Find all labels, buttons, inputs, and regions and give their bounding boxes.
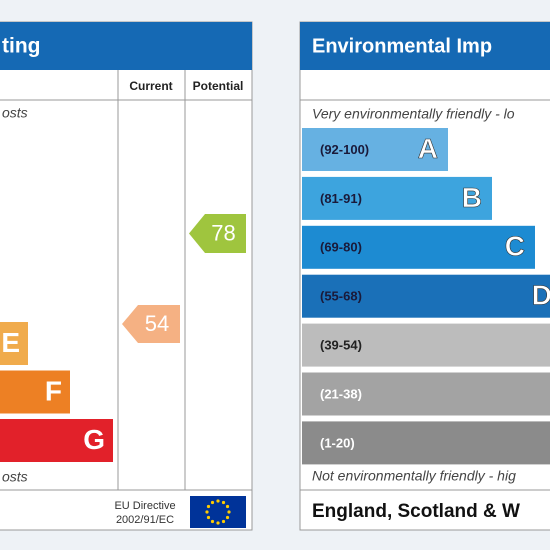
eu-stars: [205, 499, 231, 525]
band-range: (81-91): [320, 191, 362, 206]
band: [0, 419, 113, 462]
star: [210, 519, 215, 524]
band-letter: G: [83, 424, 105, 455]
star: [225, 515, 230, 520]
band-letter: B: [462, 182, 482, 213]
star: [225, 504, 230, 509]
rating-arrow: [122, 305, 180, 343]
star: [221, 500, 226, 505]
band: [302, 128, 448, 171]
star: [221, 519, 226, 524]
band-letter: E: [1, 327, 20, 358]
star: [216, 521, 220, 525]
band-range: (92-100): [320, 142, 369, 157]
band-letter: A: [418, 133, 438, 164]
star: [210, 500, 215, 505]
band-range: (69-80): [320, 240, 362, 255]
band: [302, 274, 550, 318]
rating-value: 54: [145, 311, 169, 336]
rating-value: 78: [211, 220, 235, 245]
column-header: Potential: [193, 79, 244, 93]
band: [302, 372, 550, 416]
star: [205, 510, 209, 514]
footer: England, Scotland & W: [312, 501, 520, 522]
band-range: (21-38): [320, 386, 362, 401]
star: [227, 510, 231, 514]
panel-title: Environmental Imp: [312, 35, 492, 57]
star: [216, 499, 220, 503]
directive: 2002/91/EC: [116, 514, 174, 526]
band: [302, 323, 550, 367]
band-range: (55-68): [320, 289, 362, 304]
environmental-header: [300, 22, 550, 70]
directive: EU Directive: [114, 500, 175, 512]
band: [302, 225, 535, 269]
band-letter: C: [505, 231, 525, 262]
note: Very environmentally friendly - lo: [312, 106, 515, 122]
energy-header: [0, 22, 252, 70]
band-letter: F: [45, 375, 62, 406]
band-range: (1-20): [320, 435, 355, 450]
panel-title: ting: [2, 35, 40, 58]
star: [206, 504, 211, 509]
band: [0, 370, 70, 414]
star: [206, 515, 211, 520]
band-range: (39-54): [320, 338, 362, 353]
note: osts: [2, 469, 28, 485]
note: Not environmentally friendly - hig: [312, 468, 516, 484]
note: osts: [2, 105, 28, 121]
band: [302, 421, 550, 465]
band: [302, 176, 492, 220]
band: [0, 322, 28, 365]
rating-arrow: [189, 214, 246, 253]
band-letter: D: [532, 280, 550, 311]
column-header: Current: [129, 79, 172, 93]
